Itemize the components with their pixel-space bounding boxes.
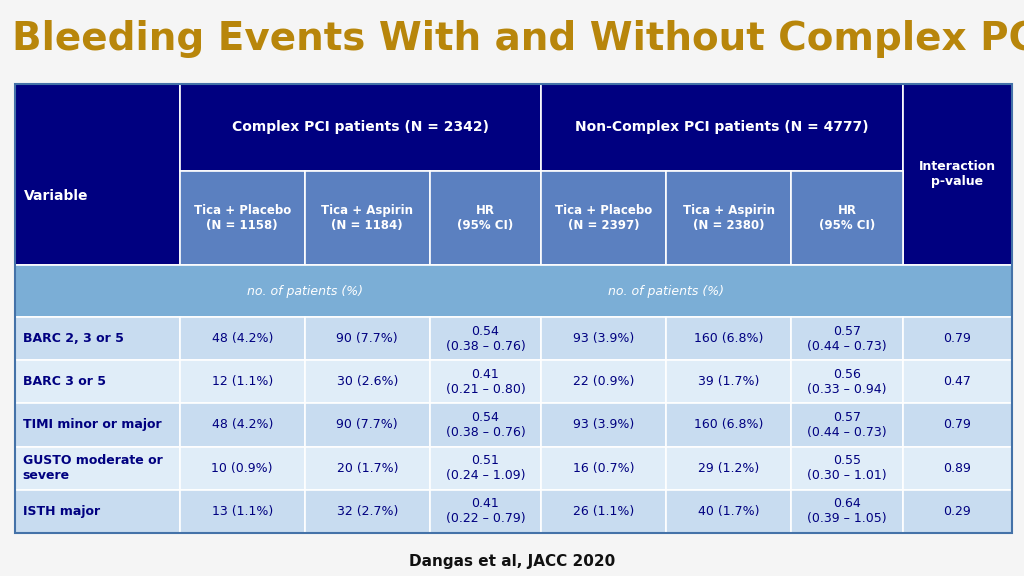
- Text: Variable: Variable: [24, 190, 88, 203]
- Text: 12 (1.1%): 12 (1.1%): [212, 376, 272, 388]
- Text: 0.79: 0.79: [943, 419, 971, 431]
- Text: 0.41
(0.22 – 0.79): 0.41 (0.22 – 0.79): [445, 497, 525, 525]
- Text: Tica + Aspirin
(N = 2380): Tica + Aspirin (N = 2380): [683, 204, 775, 232]
- Text: 32 (2.7%): 32 (2.7%): [337, 505, 398, 518]
- Text: HR
(95% CI): HR (95% CI): [458, 204, 514, 232]
- Text: 20 (1.7%): 20 (1.7%): [337, 461, 398, 475]
- Text: 10 (0.9%): 10 (0.9%): [211, 461, 273, 475]
- Text: Complex PCI patients (N = 2342): Complex PCI patients (N = 2342): [231, 120, 488, 134]
- Text: 0.47: 0.47: [943, 376, 971, 388]
- Text: Tica + Placebo
(N = 2397): Tica + Placebo (N = 2397): [555, 204, 652, 232]
- Text: HR
(95% CI): HR (95% CI): [819, 204, 876, 232]
- Text: 39 (1.7%): 39 (1.7%): [698, 376, 760, 388]
- Text: Non-Complex PCI patients (N = 4777): Non-Complex PCI patients (N = 4777): [575, 120, 868, 134]
- Text: 0.54
(0.38 – 0.76): 0.54 (0.38 – 0.76): [445, 325, 525, 353]
- Text: 48 (4.2%): 48 (4.2%): [212, 332, 272, 345]
- Text: 160 (6.8%): 160 (6.8%): [694, 419, 764, 431]
- Text: Tica + Placebo
(N = 1158): Tica + Placebo (N = 1158): [194, 204, 291, 232]
- Text: Dangas et al, JACC 2020: Dangas et al, JACC 2020: [409, 554, 615, 569]
- Text: 26 (1.1%): 26 (1.1%): [573, 505, 634, 518]
- Text: 0.89: 0.89: [943, 461, 971, 475]
- Text: 90 (7.7%): 90 (7.7%): [337, 419, 398, 431]
- Text: 16 (0.7%): 16 (0.7%): [572, 461, 635, 475]
- Text: GUSTO moderate or
severe: GUSTO moderate or severe: [23, 454, 162, 482]
- Text: 93 (3.9%): 93 (3.9%): [573, 419, 634, 431]
- Text: 48 (4.2%): 48 (4.2%): [212, 419, 272, 431]
- Text: 29 (1.2%): 29 (1.2%): [698, 461, 760, 475]
- Text: 0.79: 0.79: [943, 332, 971, 345]
- Text: 40 (1.7%): 40 (1.7%): [698, 505, 760, 518]
- Text: 160 (6.8%): 160 (6.8%): [694, 332, 764, 345]
- Text: 0.41
(0.21 – 0.80): 0.41 (0.21 – 0.80): [445, 368, 525, 396]
- Text: 13 (1.1%): 13 (1.1%): [212, 505, 272, 518]
- Text: 93 (3.9%): 93 (3.9%): [573, 332, 634, 345]
- Text: no. of patients (%): no. of patients (%): [608, 285, 724, 298]
- Text: 0.57
(0.44 – 0.73): 0.57 (0.44 – 0.73): [807, 411, 887, 439]
- Text: ISTH major: ISTH major: [23, 505, 99, 518]
- Text: 0.54
(0.38 – 0.76): 0.54 (0.38 – 0.76): [445, 411, 525, 439]
- Text: 0.29: 0.29: [943, 505, 971, 518]
- Text: no. of patients (%): no. of patients (%): [247, 285, 362, 298]
- Text: 22 (0.9%): 22 (0.9%): [573, 376, 634, 388]
- Text: 30 (2.6%): 30 (2.6%): [337, 376, 398, 388]
- Text: 0.55
(0.30 – 1.01): 0.55 (0.30 – 1.01): [807, 454, 887, 482]
- Text: 0.56
(0.33 – 0.94): 0.56 (0.33 – 0.94): [807, 368, 887, 396]
- Text: Tica + Aspirin
(N = 1184): Tica + Aspirin (N = 1184): [322, 204, 414, 232]
- Text: 0.64
(0.39 – 1.05): 0.64 (0.39 – 1.05): [807, 497, 887, 525]
- Text: 0.51
(0.24 – 1.09): 0.51 (0.24 – 1.09): [445, 454, 525, 482]
- Text: TIMI minor or major: TIMI minor or major: [23, 419, 161, 431]
- Text: 90 (7.7%): 90 (7.7%): [337, 332, 398, 345]
- Text: BARC 2, 3 or 5: BARC 2, 3 or 5: [23, 332, 124, 345]
- Text: 0.57
(0.44 – 0.73): 0.57 (0.44 – 0.73): [807, 325, 887, 353]
- Text: Bleeding Events With and Without Complex PCI: Bleeding Events With and Without Complex…: [12, 20, 1024, 58]
- Text: Interaction
p-value: Interaction p-value: [919, 161, 995, 188]
- Text: BARC 3 or 5: BARC 3 or 5: [23, 376, 105, 388]
